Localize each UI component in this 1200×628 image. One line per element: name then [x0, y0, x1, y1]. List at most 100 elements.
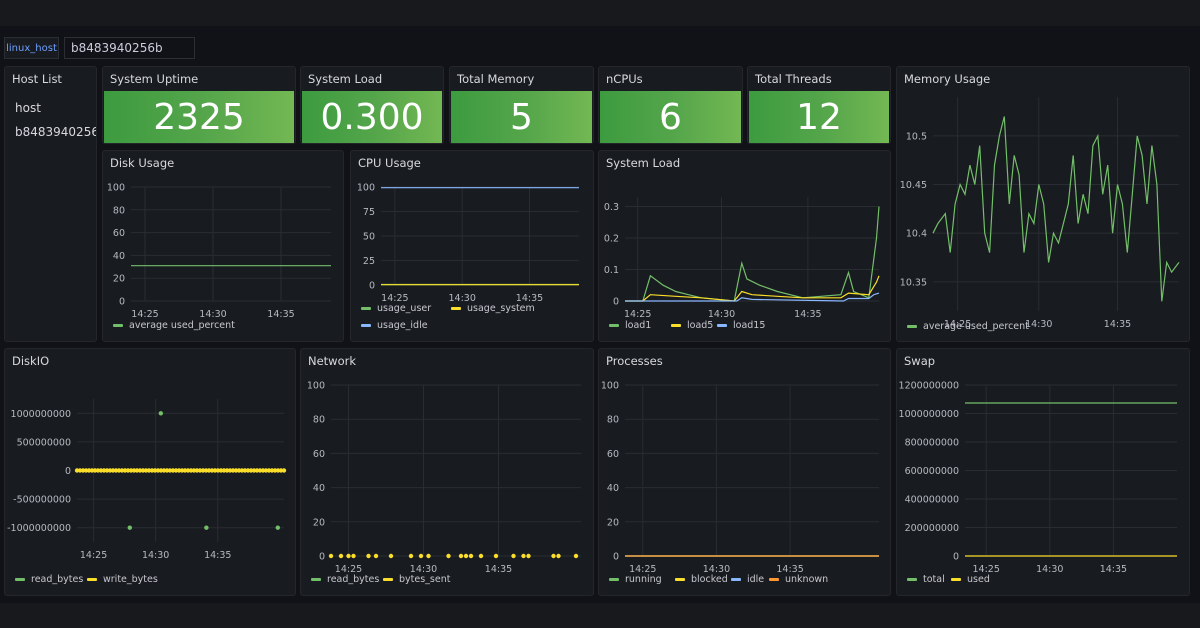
load-chart[interactable]: 0 0.1 0.2 0.3 14:25 14:30 14:35 load1 load5 load1… — [599, 151, 891, 342]
y-tick-label: 10.4 — [906, 229, 927, 240]
y-tick-label: -1000000000 — [7, 523, 71, 534]
data-point — [551, 553, 556, 559]
y-tick-label: 50 — [363, 232, 375, 243]
stat-background: 0.300 — [302, 91, 442, 143]
data-point — [468, 553, 474, 559]
legend-item[interactable]: unknown — [785, 574, 828, 585]
panel-title: System Load — [606, 156, 681, 170]
y-tick-label: 100 — [307, 381, 325, 392]
diskio-chart[interactable]: 1000000000 500000000 0 -500000000 -100000000… — [5, 349, 296, 596]
stat-value: 0.300 — [320, 96, 424, 138]
y-tick-label: 10.35 — [900, 277, 927, 288]
series-line — [625, 275, 880, 302]
legend-swatch — [15, 578, 25, 581]
legend-item[interactable]: blocked — [691, 574, 728, 585]
legend-swatch — [769, 578, 779, 581]
x-tick-label: 14:30 — [703, 564, 730, 575]
legend-item[interactable]: usage_system — [467, 303, 535, 314]
y-tick-label: 0 — [119, 297, 125, 308]
ncpus-panel: nCPUs 6 — [598, 66, 743, 144]
swap-chart[interactable]: 0 200000000 400000000 600000000 800000000 100… — [897, 349, 1190, 596]
legend-swatch — [87, 578, 97, 581]
disk-chart[interactable]: 0 20 40 60 80 100 14:25 14:30 14:35 average used_… — [103, 151, 344, 342]
y-tick-label: 80 — [313, 415, 325, 426]
y-tick-label: 0 — [613, 552, 619, 563]
legend-item[interactable]: read_bytes — [31, 574, 83, 585]
panel-title: nCPUs — [606, 72, 643, 86]
host-list-item[interactable]: host — [15, 101, 41, 115]
y-tick-label: 1000000000 — [11, 409, 71, 420]
panel-title: Swap — [904, 354, 936, 368]
y-tick-label: 60 — [313, 449, 325, 460]
series-line — [932, 116, 1180, 302]
y-tick-label: 800000000 — [905, 438, 959, 449]
legend-item[interactable]: load15 — [733, 320, 765, 331]
data-point — [204, 525, 209, 530]
panel-title: Processes — [606, 354, 663, 368]
disk-usage-panel: Disk Usage 0 20 40 60 80 100 14:25 14:30 14:35 av… — [102, 150, 344, 342]
x-tick-label: 14:35 — [1100, 564, 1127, 575]
legend-item[interactable]: average used_percent — [923, 321, 1029, 332]
legend-item[interactable]: bytes_sent — [399, 574, 451, 585]
processes-panel: Processes 0 20 40 60 80 100 14:25 14:30 14:35 run… — [598, 348, 891, 596]
legend-swatch — [731, 578, 741, 581]
data-point — [281, 468, 287, 473]
x-tick-label: 14:30 — [1025, 319, 1052, 330]
y-tick-label: 25 — [363, 256, 375, 267]
data-point — [521, 553, 526, 559]
data-point — [275, 525, 280, 530]
panel-title: Host List — [12, 72, 62, 86]
y-tick-label: 100 — [357, 183, 375, 194]
data-point — [408, 553, 414, 559]
host-list-panel: Host List host b8483940256b — [4, 66, 97, 342]
x-tick-label: 14:30 — [1036, 564, 1063, 575]
variable-label: linux_host — [4, 37, 59, 59]
data-point — [338, 553, 344, 559]
host-list-item[interactable]: b8483940256b — [15, 125, 96, 139]
stat-value: 5 — [510, 96, 533, 138]
legend-item[interactable]: average used_percent — [129, 320, 235, 331]
y-tick-label: 1200000000 — [899, 381, 959, 392]
memory-usage-panel: Memory Usage 10.35 10.4 10.45 10.5 14:25 14:3… — [896, 66, 1190, 342]
y-tick-label: 100 — [107, 183, 125, 194]
y-tick-label: 600000000 — [905, 466, 959, 477]
legend-item[interactable]: usage_idle — [377, 320, 428, 331]
stat-value: 12 — [796, 96, 842, 138]
data-point — [366, 553, 371, 559]
legend-item[interactable]: load5 — [687, 320, 713, 331]
panel-title: Network — [308, 354, 357, 368]
y-tick-label: 20 — [113, 274, 125, 285]
x-tick-label: 14:30 — [199, 309, 226, 320]
legend-item[interactable]: load1 — [625, 320, 651, 331]
data-point — [158, 411, 164, 416]
y-tick-label: 0 — [953, 552, 959, 563]
network-chart[interactable]: 0 20 40 60 80 100 14:25 14:30 14:35 read_bytes byt… — [301, 349, 594, 596]
panel-title: Disk Usage — [110, 156, 175, 170]
mem-chart[interactable]: 10.35 10.4 10.45 10.5 14:25 14:30 14:35 average… — [897, 67, 1190, 342]
legend-item[interactable]: usage_user — [377, 303, 431, 314]
host-variable-select[interactable]: b8483940256b — [64, 37, 195, 59]
stat-background: 6 — [600, 91, 741, 143]
x-tick-label: 14:30 — [708, 309, 735, 320]
panel-title: CPU Usage — [358, 156, 421, 170]
legend-item[interactable]: idle — [747, 574, 764, 585]
y-tick-label: 0 — [319, 552, 325, 563]
series-line — [625, 206, 880, 302]
legend-item[interactable]: write_bytes — [103, 574, 158, 585]
legend-item[interactable]: running — [625, 574, 662, 585]
data-point — [573, 553, 579, 559]
legend-item[interactable]: used — [967, 574, 990, 585]
legend-item[interactable]: total — [923, 574, 945, 585]
network-panel: Network 0 20 40 60 80 100 14:25 14:30 14:35 read_… — [300, 348, 594, 596]
legend-swatch — [311, 578, 321, 581]
legend-item[interactable]: read_bytes — [327, 574, 379, 585]
x-tick-label: 14:35 — [794, 309, 821, 320]
stat-value: 6 — [659, 96, 682, 138]
proc-chart[interactable]: 0 20 40 60 80 100 14:25 14:30 14:35 running blocke… — [599, 349, 891, 596]
y-tick-label: 10.5 — [906, 131, 927, 142]
x-tick-label: 14:30 — [448, 293, 475, 304]
x-tick-label: 14:30 — [410, 564, 437, 575]
x-tick-label: 14:35 — [204, 550, 231, 561]
data-point — [556, 553, 561, 559]
